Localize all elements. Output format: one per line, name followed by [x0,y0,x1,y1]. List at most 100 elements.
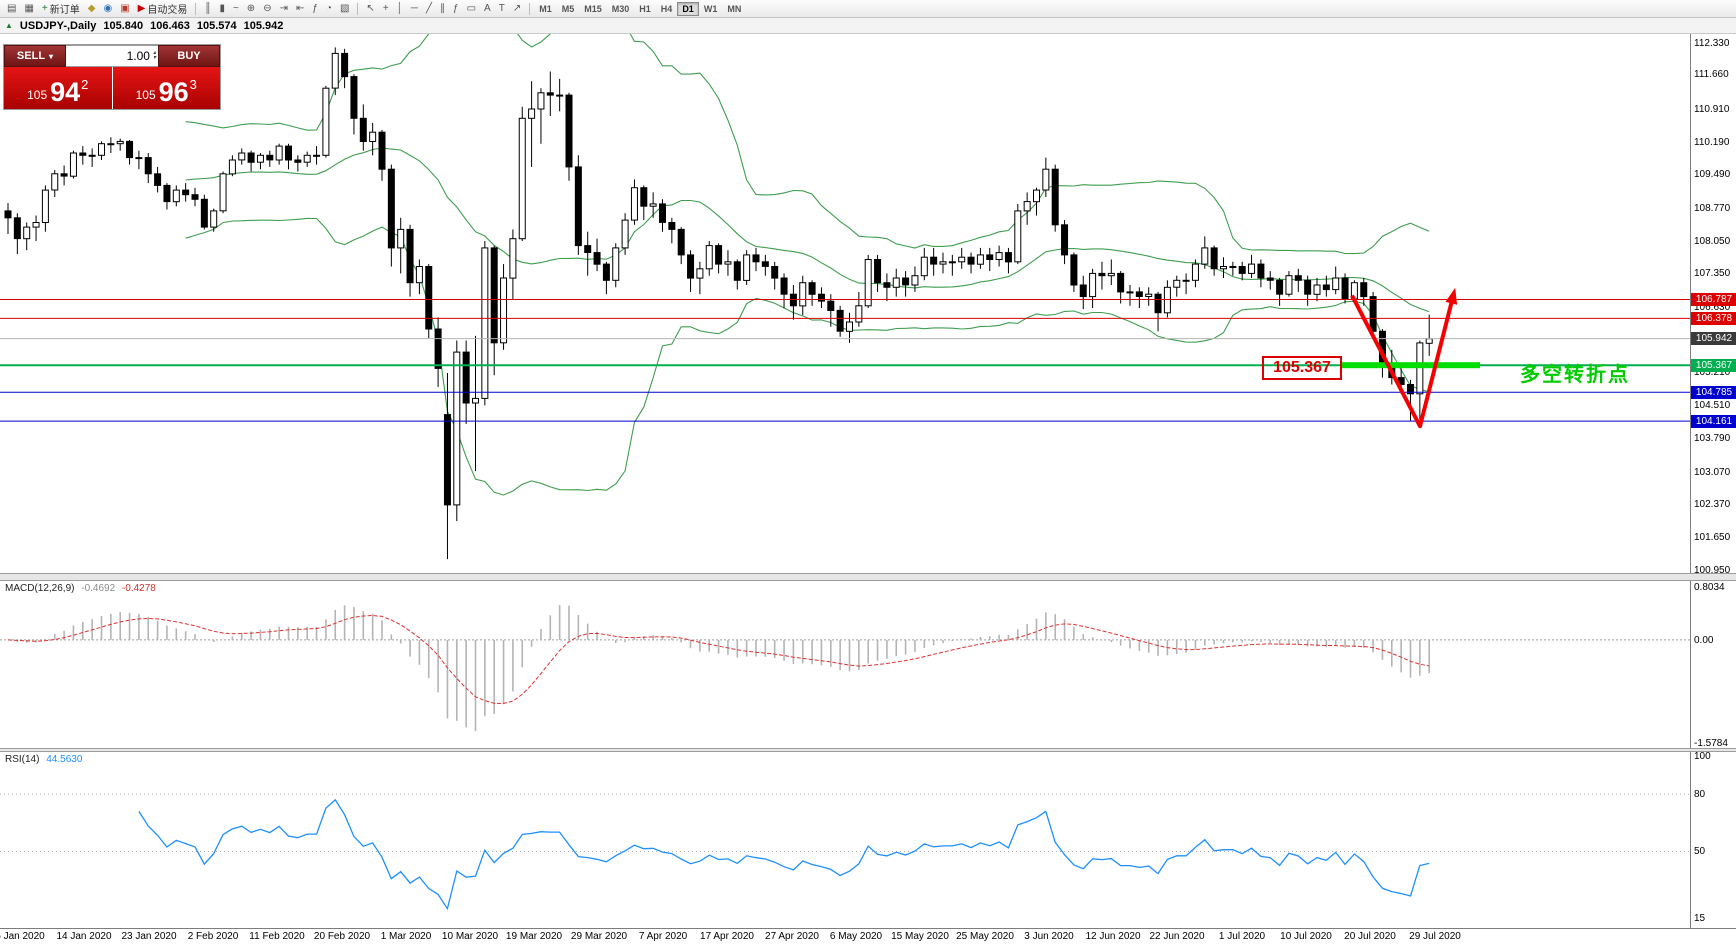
new-chart-button[interactable]: ▤ [3,1,20,17]
date-tick: 15 May 2020 [891,931,949,942]
date-tick: 14 Jan 2020 [56,931,112,942]
price-axis[interactable]: 112.330 111.660 110.910 110.190 109.490 108.7… [1690,34,1736,928]
sell-price-figure: 105 [27,88,48,102]
price-tick: 110.910 [1694,104,1730,115]
macd-pane[interactable] [0,581,1690,748]
trendline-button[interactable]: ╱ [422,1,436,17]
cursor-button[interactable]: ↖ [362,1,378,17]
volume-field[interactable]: 1.00 ▴ ▾ [66,45,158,67]
zoom-out-button[interactable]: ⊖ [259,1,275,17]
toolbar: ▤ ▦ + 新订单 ◆ ◉ ▣ ▶ 自动交易 ║ ▮ ~ ⊕ ⊖ ⇥ ⇤ ƒ ◔ ▧ ↖ + │ ─ ╱ ∥ ƒ ▭ A T ↗ M1 M5 M… [0,0,1736,18]
candlestick-chart-button[interactable]: ▮ [215,1,229,17]
templates-button[interactable]: ▧ [336,1,353,17]
mailbox-button[interactable]: ▣ [116,1,133,17]
timeframe-d1[interactable]: D1 [677,1,699,16]
price-tick: 107.350 [1694,268,1731,279]
shapes-icon: ▭ [466,2,477,14]
price-tick: 110.190 [1694,137,1730,148]
horizontal-line-button[interactable]: ─ [407,1,422,17]
price-tick: 100.950 [1694,565,1731,576]
line-chart-button[interactable]: ~ [229,1,243,17]
time-axis[interactable]: 5 Jan 2020 14 Jan 2020 23 Jan 2020 2 Feb 20… [0,928,1736,944]
date-tick: 29 Jul 2020 [1409,931,1461,942]
chart-shift-icon: ⇤ [295,2,305,14]
macd-signal-value: -0.4278 [121,583,156,594]
price-tag: 104.785 [1691,386,1736,399]
bar-chart-button[interactable]: ║ [200,1,215,17]
new-order-button-label: 新订单 [49,5,80,16]
zoom-in-button[interactable]: ⊕ [243,1,259,17]
mql5-community-button[interactable]: ◆ [84,1,100,17]
rsi-pane[interactable] [0,752,1690,928]
spinner-up-icon[interactable]: ▴ [152,50,156,56]
buy-button[interactable]: BUY [158,45,220,67]
price-tag: 104.161 [1691,415,1736,428]
buy-price-button[interactable]: 105 96 3 [112,67,220,109]
arrows-icon: ↗ [512,2,522,14]
shapes-button[interactable]: ▭ [463,1,480,17]
crosshair-button[interactable]: + [379,1,393,17]
auto-trading-button[interactable]: ▶ 自动交易 [134,1,192,17]
indicators-icon: ƒ [312,2,318,14]
price-tick: 103.070 [1694,467,1731,478]
toolbar-separator [529,2,531,15]
fibonacci-button[interactable]: ƒ [449,1,463,17]
volume-spinner[interactable]: ▴ ▾ [152,50,156,61]
candlestick-chart-icon: ▮ [219,2,225,14]
fibonacci-icon: ƒ [453,2,459,14]
horizontal-line-icon: ─ [410,2,418,14]
timeframe-w1[interactable]: W1 [703,3,718,14]
new-order-button[interactable]: + 新订单 [38,1,84,17]
sell-button[interactable]: SELL ▾ [4,45,66,67]
date-tick: 19 Mar 2020 [505,931,563,942]
alerts-button[interactable]: ◉ [99,1,116,17]
auto-scroll-button[interactable]: ⇥ [276,1,292,17]
timeframe-mn[interactable]: MN [727,3,742,14]
date-tick: 7 Apr 2020 [638,931,688,942]
pane-splitter[interactable] [0,748,1736,752]
timeframe-m5[interactable]: M5 [561,3,575,14]
date-tick: 6 May 2020 [829,931,883,942]
price-level-callout[interactable]: 105.367 [1262,356,1342,380]
sell-price-button[interactable]: 105 94 2 [4,67,112,109]
indicators-button[interactable]: ƒ [308,1,322,17]
periods-button[interactable]: ◔ [322,1,336,17]
date-tick: 5 Jan 2020 [0,931,45,942]
rsi-tick: 50 [1694,846,1706,857]
equidistant-channel-button[interactable]: ∥ [436,1,449,17]
date-tick: 20 Feb 2020 [313,931,371,942]
auto-trading-button-label: 自动交易 [147,5,188,16]
chart-title-bar: ▲ USDJPY-,Daily 105.840 106.463 105.574 … [0,18,1736,34]
turning-point-label: 多空转折点 [1520,364,1630,386]
arrows-button[interactable]: ↗ [509,1,525,17]
timeframe-h4[interactable]: H4 [660,3,673,14]
text-label-button[interactable]: T [495,1,509,17]
date-tick: 2 Feb 2020 [187,931,239,942]
pane-splitter[interactable] [0,573,1736,581]
timeframe-m15[interactable]: M15 [584,3,602,14]
volume-value: 1.00 [126,49,150,63]
timeframe-m30[interactable]: M30 [611,3,630,14]
rsi-tick: 80 [1694,789,1706,800]
chart-profiles-button[interactable]: ▦ [20,1,37,17]
sell-button-label: SELL [16,50,46,62]
line-chart-icon: ~ [232,2,239,14]
timeframe-h1[interactable]: H1 [639,3,651,14]
spinner-down-icon[interactable]: ▾ [152,55,156,61]
text-button[interactable]: A [480,1,495,17]
rsi-indicator-label: RSI(14) 44.5630 [5,754,83,765]
zoom-in-icon: ⊕ [246,2,256,14]
vertical-line-button[interactable]: │ [393,1,407,17]
trendline-icon: ╱ [426,2,433,14]
chart-shift-button[interactable]: ⇤ [292,1,308,17]
price-tag: 106.787 [1691,293,1736,306]
price-tick: 105.210 [1694,367,1731,378]
date-tick: 29 Mar 2020 [570,931,628,942]
sell-price-pips: 94 [50,77,81,108]
price-tick: 102.370 [1694,499,1731,510]
main-price-chart[interactable] [0,34,1690,573]
price-tag: 106.378 [1691,312,1736,325]
timeframe-m1[interactable]: M1 [539,3,552,14]
price-tick: 111.660 [1694,69,1729,80]
